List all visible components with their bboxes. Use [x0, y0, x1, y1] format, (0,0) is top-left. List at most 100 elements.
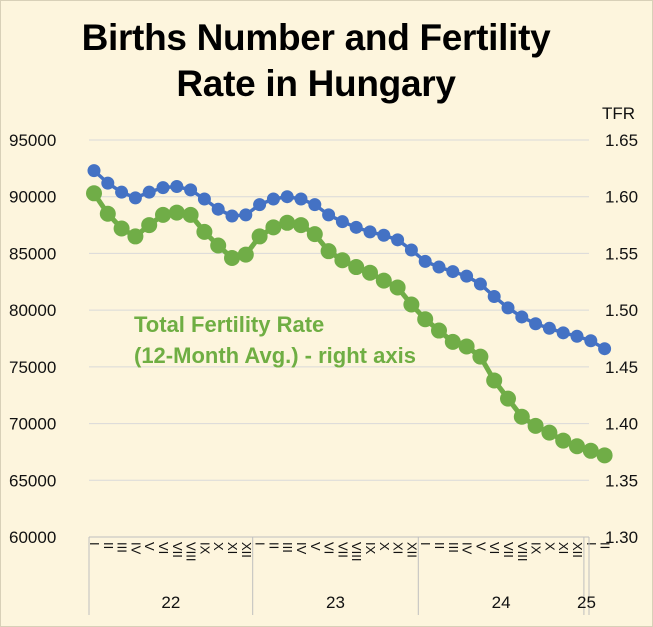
data-point — [224, 249, 240, 266]
month-tick-label: IV — [294, 542, 309, 555]
data-point — [170, 180, 184, 194]
data-point — [404, 243, 418, 257]
data-point — [225, 209, 239, 223]
month-tick-label: V — [142, 542, 157, 551]
data-point — [570, 329, 584, 343]
year-label: 25 — [577, 593, 596, 612]
month-tick-label: VI — [322, 542, 337, 554]
data-point — [555, 432, 572, 449]
month-tick-label: X — [377, 542, 392, 551]
data-point — [334, 252, 351, 269]
data-point — [486, 372, 503, 389]
data-point — [460, 269, 474, 283]
month-tick-label: VII — [335, 542, 350, 558]
data-point — [432, 260, 446, 274]
data-point — [542, 321, 556, 335]
year-label: 22 — [161, 593, 180, 612]
month-tick-label: I — [418, 542, 433, 546]
data-point — [403, 296, 420, 313]
data-point — [349, 220, 363, 234]
month-tick-label: II — [101, 542, 116, 549]
month-tick-label: IX — [529, 542, 544, 555]
month-tick-label: I — [87, 542, 102, 546]
data-point — [322, 208, 336, 222]
month-tick-label: XII — [404, 542, 419, 558]
left-tick-label: 75000 — [9, 358, 56, 377]
data-point — [527, 417, 544, 434]
data-point — [320, 243, 337, 260]
right-tick-label: 1.35 — [605, 471, 638, 490]
right-tick-label: 1.30 — [605, 528, 638, 547]
data-point — [487, 290, 501, 304]
data-point — [239, 208, 253, 222]
month-tick-label: XII — [570, 542, 585, 558]
month-tick-label: II — [266, 542, 281, 549]
data-point — [389, 279, 406, 296]
month-tick-label: VIII — [184, 542, 199, 562]
data-point — [128, 191, 142, 205]
data-point — [279, 214, 296, 231]
data-point — [266, 192, 280, 206]
data-point — [265, 219, 282, 236]
data-point — [127, 228, 144, 245]
month-tick-label: IX — [363, 542, 378, 555]
data-point — [237, 246, 254, 263]
data-point — [168, 204, 185, 221]
data-point — [472, 348, 489, 365]
data-point — [500, 390, 516, 407]
left-tick-label: 70000 — [9, 415, 56, 434]
data-point — [515, 310, 529, 324]
data-point — [293, 217, 309, 234]
data-point — [141, 217, 158, 234]
data-point — [113, 220, 130, 237]
right-tick-label: 1.45 — [605, 358, 638, 377]
data-point — [115, 185, 129, 199]
left-tick-label: 95000 — [9, 131, 56, 150]
right-axis-label: TFR — [602, 104, 635, 123]
data-point — [446, 265, 460, 279]
data-point — [431, 322, 447, 339]
data-point — [458, 338, 475, 355]
data-point — [99, 205, 116, 222]
month-tick-label: VI — [156, 542, 171, 554]
left-tick-label: 90000 — [9, 188, 56, 207]
data-point — [391, 233, 405, 247]
left-tick-label: 85000 — [9, 244, 56, 263]
month-tick-label: II — [598, 542, 613, 549]
data-point — [596, 447, 613, 464]
month-tick-label: XI — [391, 542, 406, 554]
data-point — [211, 202, 225, 216]
data-point — [87, 164, 101, 178]
right-tick-label: 1.55 — [605, 244, 638, 263]
data-point — [253, 198, 267, 212]
data-point — [280, 190, 294, 204]
left-tick-label: 65000 — [9, 471, 56, 490]
month-tick-label: XI — [556, 542, 571, 554]
left-tick-label: 80000 — [9, 301, 56, 320]
data-point — [513, 408, 530, 425]
month-tick-label: VII — [501, 542, 516, 558]
data-point — [156, 181, 170, 195]
data-point — [101, 176, 115, 190]
data-point — [541, 424, 558, 441]
data-point — [444, 333, 461, 350]
year-label: 23 — [326, 593, 345, 612]
data-point — [584, 334, 598, 348]
month-tick-label: XI — [225, 542, 240, 554]
year-label: 24 — [492, 593, 511, 612]
month-tick-label: VIII — [349, 542, 364, 562]
month-tick-label: III — [280, 542, 295, 553]
data-point — [501, 301, 515, 315]
data-point — [418, 254, 432, 268]
data-point — [210, 237, 227, 254]
month-tick-label: X — [211, 542, 226, 551]
month-tick-label: X — [542, 542, 557, 551]
data-point — [377, 228, 391, 242]
series-annotation: Total Fertility Rate — [134, 312, 324, 337]
data-point — [197, 192, 211, 206]
data-point — [348, 259, 365, 276]
month-tick-label: I — [584, 542, 599, 546]
month-tick-label: V — [308, 542, 323, 551]
